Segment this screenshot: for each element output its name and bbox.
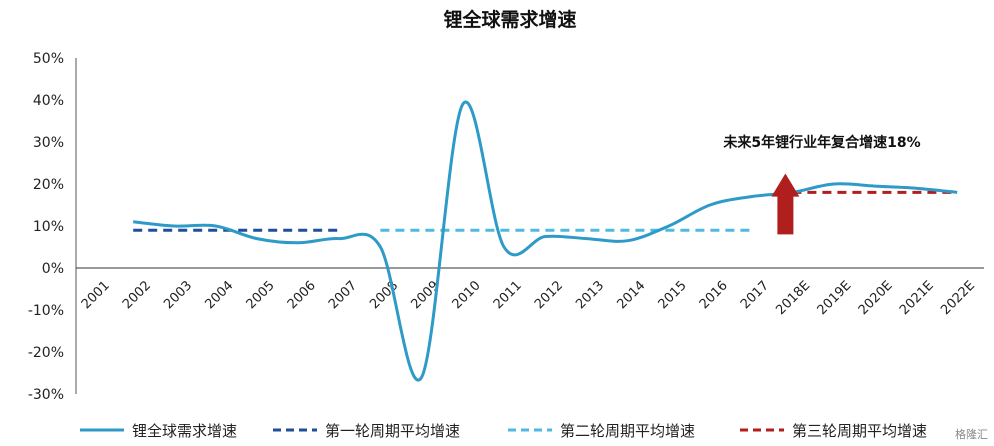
x-tick-label: 2018E	[773, 278, 813, 318]
x-tick-label: 2014	[614, 278, 648, 312]
annotation: 未来5年锂行业年复合增速18%	[723, 134, 921, 235]
x-tick-label: 2004	[202, 278, 236, 312]
x-axis: 2001 2002 2003 2004 2005 2006 2007 2008 2009 2010…	[76, 267, 984, 318]
legend-label: 锂全球需求增速	[132, 422, 237, 440]
x-tick-label: 2015	[656, 278, 690, 312]
x-tick-label: 2007	[326, 278, 360, 312]
x-tick-label: 2001	[79, 278, 113, 312]
x-tick-label: 2012	[532, 278, 566, 312]
chart-title: 锂全球需求增速	[443, 8, 576, 31]
x-tick-label: 2005	[244, 278, 278, 312]
legend-label: 第一轮周期平均增速	[325, 422, 460, 440]
x-tick-label: 2002	[120, 278, 154, 312]
legend-label: 第二轮周期平均增速	[560, 422, 695, 440]
demand-growth-line	[133, 100, 958, 382]
legend: 锂全球需求增速 第一轮周期平均增速 第二轮周期平均增速 第三轮周期平均增速	[80, 422, 927, 440]
x-tick-label: 2020E	[856, 278, 896, 318]
up-arrow-icon	[771, 173, 800, 235]
x-tick-label: 2013	[573, 278, 607, 312]
y-tick-label: -20%	[28, 345, 64, 361]
annotation-text: 未来5年锂行业年复合增速18%	[723, 134, 920, 151]
legend-label: 第三轮周期平均增速	[792, 422, 927, 440]
x-tick-label: 2016	[697, 278, 731, 312]
y-tick-label: 40%	[33, 93, 64, 109]
x-tick-label: 2011	[491, 278, 525, 312]
x-tick-label: 2022E	[938, 278, 978, 318]
y-tick-label: -10%	[28, 303, 64, 319]
x-tick-label: 2017	[738, 278, 772, 312]
y-axis: 50% 40% 30% 20% 10% 0% -10% -20% -30%	[28, 51, 77, 403]
x-tick-label: 2021E	[897, 278, 937, 318]
x-tick-label: 2006	[285, 278, 319, 312]
y-tick-label: 10%	[33, 219, 64, 235]
x-tick-label: 2010	[450, 278, 484, 312]
series-layer	[133, 100, 958, 382]
y-tick-label: 30%	[33, 135, 64, 151]
y-tick-label: 0%	[42, 261, 64, 277]
x-tick-label: 2019E	[815, 278, 855, 318]
y-tick-label: -30%	[28, 387, 64, 403]
y-tick-label: 50%	[33, 51, 64, 67]
y-tick-label: 20%	[33, 177, 64, 193]
watermark-text: 格隆汇	[955, 427, 988, 441]
x-tick-label: 2003	[161, 278, 195, 312]
